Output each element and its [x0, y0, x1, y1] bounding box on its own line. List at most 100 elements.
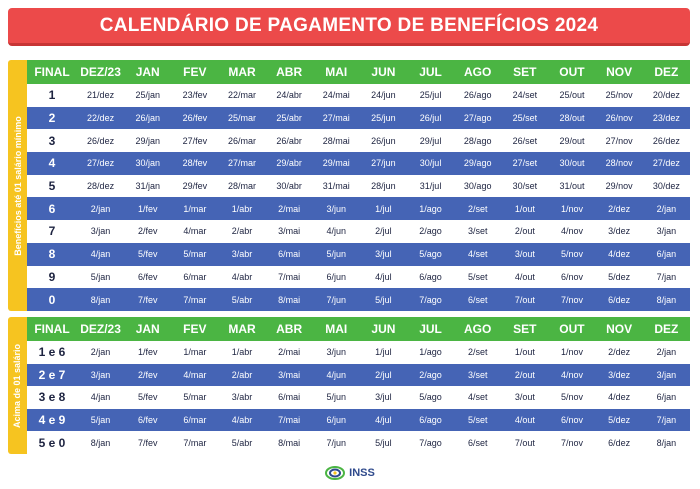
header-month: JUN	[359, 317, 407, 341]
payment-date-cell: 4/nov	[548, 363, 596, 387]
side-label-bar: Benefícios até 01 salário mínimo	[8, 60, 27, 311]
payment-table: FINAL DEZ/23 JAN FEV MAR ABR MAI JUN JUL AGO SET OU…	[27, 60, 690, 311]
header-month: OUT	[548, 60, 596, 84]
payment-date-cell: 6/fev	[124, 265, 172, 289]
payment-date-cell: 1/mar	[171, 341, 219, 364]
payment-date-cell: 3/jul	[359, 386, 407, 409]
payment-date-cell: 4/set	[454, 386, 502, 409]
header-month: JAN	[124, 317, 172, 341]
payment-date-cell: 27/dez	[77, 152, 125, 175]
footer-logo: INSS	[0, 462, 700, 484]
payment-date-cell: 3/set	[454, 363, 502, 387]
payment-date-cell: 2/dez	[595, 197, 643, 221]
final-digit-cell: 3	[27, 129, 77, 153]
header-month: AGO	[454, 317, 502, 341]
header-month: MAI	[312, 317, 360, 341]
header-row: FINAL DEZ/23 JAN FEV MAR ABR MAI JUN JUL AGO SET OU…	[27, 317, 690, 341]
payment-date-cell: 6/jun	[312, 408, 360, 432]
payment-date-cell: 4/abr	[218, 408, 266, 432]
payment-date-cell: 3/jan	[642, 220, 690, 243]
final-digit-cell: 1	[27, 84, 77, 107]
payment-date-cell: 28/mai	[312, 129, 360, 153]
payment-date-cell: 2/jan	[77, 341, 125, 364]
payment-date-cell: 29/fev	[171, 174, 219, 198]
payment-date-cell: 3/jan	[77, 363, 125, 387]
payment-date-cell: 29/ago	[454, 152, 502, 175]
final-digit-cell: 5 e 0	[27, 431, 77, 454]
payment-date-cell: 6/mai	[265, 242, 313, 266]
header-month: SET	[501, 60, 549, 84]
payment-date-cell: 3/mai	[265, 363, 313, 387]
payment-date-cell: 26/jun	[359, 129, 407, 153]
payment-date-cell: 7/fev	[124, 288, 172, 311]
payment-date-cell: 3/mai	[265, 220, 313, 243]
payment-date-cell: 5/fev	[124, 242, 172, 266]
payment-date-cell: 2/out	[501, 220, 549, 243]
payment-date-cell: 7/out	[501, 431, 549, 454]
payment-date-cell: 2/jan	[642, 341, 690, 364]
payment-date-cell: 1/nov	[548, 341, 596, 364]
payment-date-cell: 24/mai	[312, 84, 360, 107]
payment-date-cell: 29/jul	[406, 129, 455, 153]
payment-date-cell: 2/fev	[124, 363, 172, 387]
section-up-to-minimum-wage: Benefícios até 01 salário mínimo FINAL DE…	[8, 60, 690, 311]
payment-date-cell: 1/jul	[359, 197, 407, 221]
payment-date-cell: 30/set	[501, 174, 549, 198]
payment-date-cell: 27/dez	[642, 152, 690, 175]
payment-date-cell: 6/nov	[548, 408, 596, 432]
payment-date-cell: 3/abr	[218, 242, 266, 266]
header-month: JUL	[406, 317, 455, 341]
payment-date-cell: 5/jun	[312, 242, 360, 266]
payment-date-cell: 26/dez	[77, 129, 125, 153]
payment-date-cell: 29/jan	[124, 129, 172, 153]
payment-date-cell: 3/jan	[77, 220, 125, 243]
payment-date-cell: 24/set	[501, 84, 549, 107]
payment-date-cell: 28/out	[548, 106, 596, 130]
payment-date-cell: 27/set	[501, 152, 549, 175]
payment-date-cell: 24/abr	[265, 84, 313, 107]
payment-date-cell: 27/ago	[454, 106, 502, 130]
header-month: DEZ/23	[77, 317, 125, 341]
payment-date-cell: 5/jan	[77, 265, 125, 289]
payment-date-cell: 2/set	[454, 197, 502, 221]
final-digit-cell: 6	[27, 197, 77, 221]
payment-date-cell: 2/jul	[359, 363, 407, 387]
payment-date-cell: 27/mar	[218, 152, 266, 175]
payment-date-cell: 1/ago	[406, 197, 455, 221]
payment-date-cell: 5/dez	[595, 265, 643, 289]
payment-date-cell: 6/set	[454, 431, 502, 454]
payment-date-cell: 3/set	[454, 220, 502, 243]
table-row: 4 e 9 5/jan 6/fev 6/mar 4/abr 7/mai 6/jun 4/jul…	[27, 408, 690, 432]
table-row: 3 26/dez 29/jan 27/fev 26/mar 26/abr 28/mai 26/…	[27, 129, 690, 153]
payment-date-cell: 1/out	[501, 341, 549, 364]
payment-date-cell: 25/abr	[265, 106, 313, 130]
payment-date-cell: 8/jan	[77, 431, 125, 454]
payment-date-cell: 3/jun	[312, 197, 360, 221]
payment-date-cell: 4/abr	[218, 265, 266, 289]
payment-date-cell: 30/jan	[124, 152, 172, 175]
final-digit-cell: 0	[27, 288, 77, 311]
header-month: JUN	[359, 60, 407, 84]
title-banner: CALENDÁRIO DE PAGAMENTO DE BENEFÍCIOS 20…	[8, 8, 690, 46]
payment-date-cell: 3/out	[501, 386, 549, 409]
payment-date-cell: 7/jan	[642, 265, 690, 289]
final-digit-cell: 8	[27, 242, 77, 266]
payment-date-cell: 26/jan	[124, 106, 172, 130]
final-digit-cell: 1 e 6	[27, 341, 77, 364]
payment-date-cell: 7/mai	[265, 408, 313, 432]
payment-date-cell: 3/abr	[218, 386, 266, 409]
table-row: 8 4/jan 5/fev 5/mar 3/abr 6/mai 5/jun 3/jul 5/ag…	[27, 242, 690, 266]
payment-date-cell: 6/set	[454, 288, 502, 311]
payment-date-cell: 7/nov	[548, 288, 596, 311]
payment-date-cell: 28/jun	[359, 174, 407, 198]
payment-date-cell: 5/jun	[312, 386, 360, 409]
payment-date-cell: 31/jan	[124, 174, 172, 198]
header-month: FEV	[171, 60, 219, 84]
payment-date-cell: 6/ago	[406, 408, 455, 432]
payment-date-cell: 5/jan	[77, 408, 125, 432]
payment-date-cell: 30/abr	[265, 174, 313, 198]
payment-date-cell: 5/mar	[171, 386, 219, 409]
payment-date-cell: 5/fev	[124, 386, 172, 409]
payment-date-cell: 29/abr	[265, 152, 313, 175]
payment-date-cell: 29/mai	[312, 152, 360, 175]
